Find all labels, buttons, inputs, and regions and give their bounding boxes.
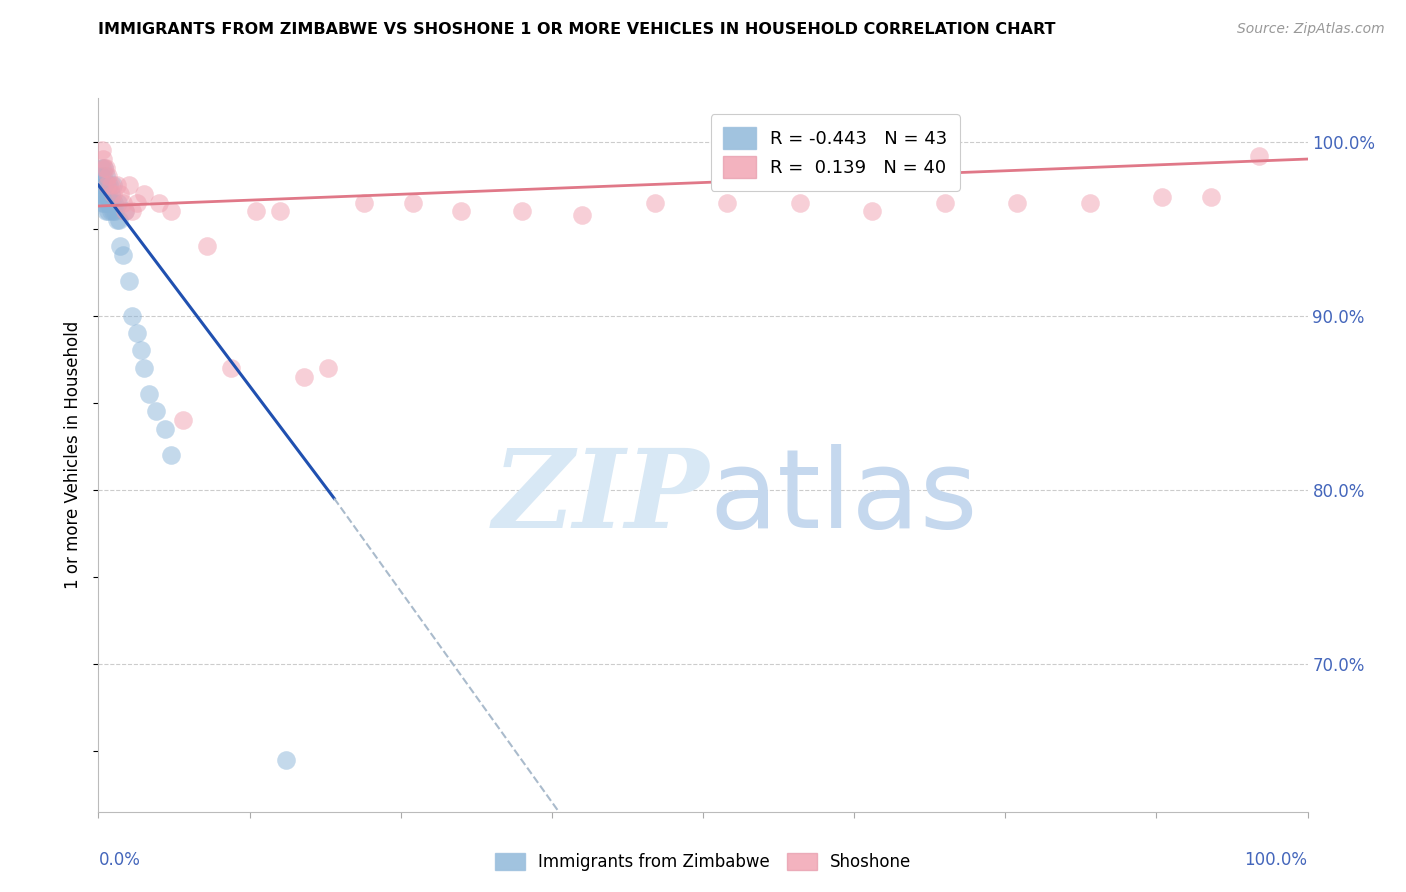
Point (91, 144, 114, 158)
Point (160, 448, 183, 462)
Point (716, 195, 738, 210)
Text: atlas: atlas (709, 444, 977, 551)
Point (292, 369, 315, 384)
Point (129, 343, 152, 358)
Point (105, 213, 128, 227)
Text: Source: ZipAtlas.com: Source: ZipAtlas.com (1237, 22, 1385, 37)
Point (121, 204, 143, 219)
Point (1249, 148, 1271, 162)
Point (571, 208, 593, 222)
Point (316, 360, 339, 375)
Point (91, 152, 114, 166)
Point (108, 213, 131, 227)
Point (402, 195, 425, 210)
Point (274, 752, 297, 766)
Point (245, 204, 267, 219)
Point (644, 195, 666, 210)
Point (93, 161, 115, 175)
Point (103, 195, 125, 210)
Point (148, 195, 170, 210)
Point (121, 309, 143, 323)
Point (269, 204, 291, 219)
Y-axis label: 1 or more Vehicles in Household: 1 or more Vehicles in Household (65, 321, 83, 589)
Point (934, 195, 956, 210)
Text: ZIP: ZIP (492, 444, 709, 551)
Point (134, 360, 156, 375)
Point (97, 186, 120, 201)
Point (98, 195, 121, 210)
Point (353, 195, 375, 210)
Point (160, 204, 183, 219)
Point (195, 239, 218, 253)
Point (127, 326, 149, 340)
Point (94, 169, 117, 184)
Point (91, 169, 114, 184)
Point (221, 360, 243, 375)
Point (97, 204, 120, 219)
Point (111, 248, 134, 262)
Point (93, 178, 115, 193)
Point (153, 422, 176, 436)
Point (145, 404, 167, 418)
Point (90, 169, 112, 184)
Point (100, 186, 122, 201)
Point (789, 195, 811, 210)
Point (107, 195, 129, 210)
Point (91, 161, 114, 175)
Point (127, 195, 149, 210)
Point (91, 195, 114, 210)
Point (94, 186, 117, 201)
Point (134, 186, 156, 201)
Point (96, 195, 118, 210)
Point (111, 195, 134, 210)
Point (101, 178, 124, 193)
Point (93, 161, 115, 175)
Point (100, 204, 122, 219)
Point (96, 178, 118, 193)
Point (97, 169, 120, 184)
Point (96, 178, 118, 193)
Point (114, 204, 136, 219)
Point (105, 178, 128, 193)
Point (108, 186, 131, 201)
Point (118, 178, 141, 193)
Point (108, 239, 131, 253)
Point (93, 195, 115, 210)
Point (1199, 190, 1222, 204)
Point (510, 204, 533, 219)
Point (100, 195, 122, 210)
Text: 100.0%: 100.0% (1244, 851, 1308, 869)
Point (1078, 195, 1101, 210)
Text: IMMIGRANTS FROM ZIMBABWE VS SHOSHONE 1 OR MORE VEHICLES IN HOUSEHOLD CORRELATION: IMMIGRANTS FROM ZIMBABWE VS SHOSHONE 1 O… (98, 22, 1056, 37)
Legend: R = -0.443   N = 43, R =  0.139   N = 40: R = -0.443 N = 43, R = 0.139 N = 40 (710, 114, 960, 191)
Point (101, 186, 124, 201)
Point (114, 204, 136, 219)
Text: 0.0%: 0.0% (98, 851, 141, 869)
Legend: Immigrants from Zimbabwe, Shoshone: Immigrants from Zimbabwe, Shoshone (486, 845, 920, 880)
Point (138, 387, 160, 401)
Point (94, 204, 117, 219)
Point (860, 204, 883, 219)
Point (172, 413, 194, 427)
Point (91, 186, 114, 201)
Point (91, 178, 114, 193)
Point (118, 274, 141, 288)
Point (1007, 195, 1029, 210)
Point (100, 178, 122, 193)
Point (104, 204, 127, 219)
Point (1152, 190, 1174, 204)
Point (98, 178, 121, 193)
Point (89, 178, 111, 193)
Point (450, 204, 472, 219)
Point (94, 161, 117, 175)
Point (90, 186, 112, 201)
Point (101, 204, 124, 219)
